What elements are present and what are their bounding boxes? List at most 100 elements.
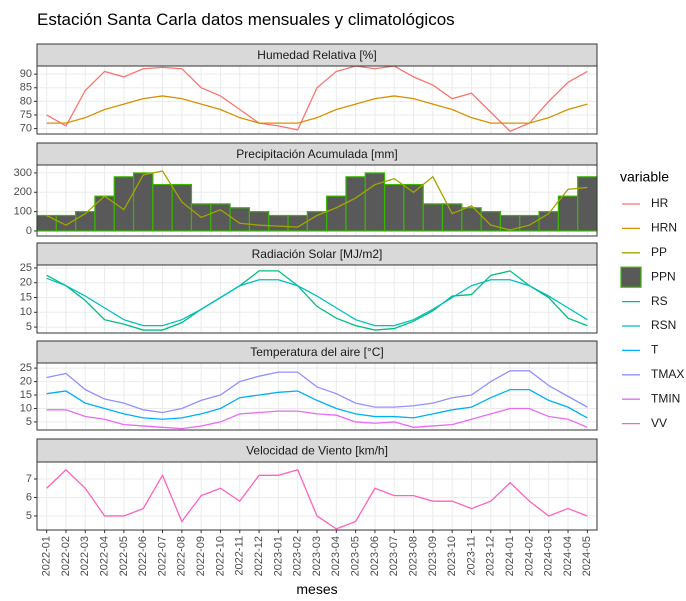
x-tick-label: 2022-09 (195, 536, 207, 576)
x-tick-label: 2024-04 (562, 536, 574, 576)
line (46, 270, 588, 331)
chart-title: Estación Santa Carla datos mensuales y c… (37, 10, 455, 29)
legend-label: RS (651, 294, 668, 308)
strip (36, 242, 598, 266)
bar (480, 211, 502, 232)
y-tick-label: 5 (26, 510, 32, 522)
legend-label: TMAX (651, 367, 684, 381)
bar (364, 172, 386, 232)
y-tick-label: 85 (20, 82, 32, 94)
strip-title: Velocidad de Viento [km/h] (246, 444, 388, 458)
bar (557, 195, 579, 232)
bar (422, 203, 444, 232)
x-tick-label: 2022-12 (253, 536, 265, 576)
x-tick-label: 2023-03 (311, 536, 323, 576)
y-tick-label: 15 (20, 291, 32, 303)
bar (538, 211, 559, 232)
strip (36, 43, 598, 67)
x-tick-label: 2023-07 (388, 536, 400, 576)
y-tick-label: 25 (20, 262, 32, 274)
y-tick-label: 75 (20, 109, 32, 121)
y-tick-label: 5 (26, 321, 32, 333)
x-tick-label: 2024-03 (543, 536, 555, 576)
x-tick-label: 2023-05 (350, 536, 362, 576)
x-tick-label: 2023-02 (292, 536, 304, 576)
legend-title: variable (620, 169, 669, 185)
y-tick-label: 5 (26, 416, 32, 428)
y-tick-label: 200 (14, 186, 32, 198)
y-tick-label: 70 (20, 122, 32, 134)
y-tick-label: 25 (20, 362, 32, 374)
strip (36, 142, 598, 166)
bar (306, 211, 328, 232)
line (46, 388, 588, 420)
y-tick-label: 6 (26, 491, 32, 503)
legend-key (620, 266, 642, 288)
legend-label: T (651, 343, 659, 357)
bar (229, 207, 251, 232)
line (46, 170, 588, 231)
x-tick-label: 2022-07 (156, 536, 168, 576)
x-tick-label: 2023-06 (369, 536, 381, 576)
bar (113, 176, 135, 232)
line (46, 65, 588, 133)
legend-label: PP (651, 245, 667, 259)
bar (441, 203, 463, 232)
bar (326, 195, 347, 232)
bar (36, 214, 57, 232)
x-tick-label: 2022-08 (176, 536, 188, 576)
line (46, 277, 588, 327)
y-tick-label: 7 (26, 473, 32, 485)
legend-label: VV (651, 416, 667, 430)
x-tick-label: 2023-01 (272, 536, 284, 576)
x-tick-label: 2023-04 (330, 536, 342, 576)
y-tick-label: 100 (14, 206, 32, 218)
bar (577, 176, 598, 232)
bar (75, 211, 96, 232)
bar (132, 172, 154, 232)
x-tick-label: 2024-01 (504, 536, 516, 576)
x-tick-label: 2023-10 (446, 536, 458, 576)
bar (248, 211, 270, 232)
bar (210, 203, 231, 232)
x-tick-label: 2024-02 (523, 536, 535, 576)
line (46, 407, 588, 430)
y-tick-label: 80 (20, 95, 32, 107)
strip-title: Humedad Relativa [%] (257, 48, 376, 62)
bar (383, 183, 405, 232)
bar (152, 183, 173, 232)
bar (461, 207, 482, 232)
x-tick-label: 2022-04 (98, 536, 110, 576)
y-tick-label: 0 (26, 225, 32, 237)
legend-label: PPN (651, 269, 676, 283)
x-tick-label: 2023-12 (485, 536, 497, 576)
strip-title: Radiación Solar [MJ/m2] (252, 247, 383, 261)
legend-label: HR (651, 196, 669, 210)
x-tick-label: 2022-03 (79, 536, 91, 576)
y-tick-label: 20 (20, 277, 32, 289)
x-tick-label: 2022-06 (137, 536, 149, 576)
x-tick-label: 2022-10 (214, 536, 226, 576)
y-tick-label: 15 (20, 389, 32, 401)
legend-label: TMIN (651, 391, 680, 405)
line (46, 370, 588, 414)
x-tick-label: 2022-01 (41, 536, 53, 576)
x-tick-label: 2022-11 (234, 536, 246, 576)
strip (36, 438, 598, 463)
line (46, 468, 588, 530)
bar (345, 176, 366, 232)
x-tick-label: 2023-08 (407, 536, 419, 576)
y-tick-label: 20 (20, 375, 32, 387)
y-tick-label: 300 (14, 167, 32, 179)
bar (55, 214, 77, 232)
legend-label: RSN (651, 318, 676, 332)
strip-title: Precipitación Acumulada [mm] (236, 147, 397, 161)
bar (268, 214, 289, 232)
strip-title: Temperatura del aire [°C] (250, 345, 384, 359)
x-tick-label: 2022-02 (60, 536, 72, 576)
y-tick-label: 90 (20, 68, 32, 80)
x-tick-label: 2024-05 (581, 536, 593, 576)
strip (36, 340, 598, 364)
legend-label: HRN (651, 221, 677, 235)
